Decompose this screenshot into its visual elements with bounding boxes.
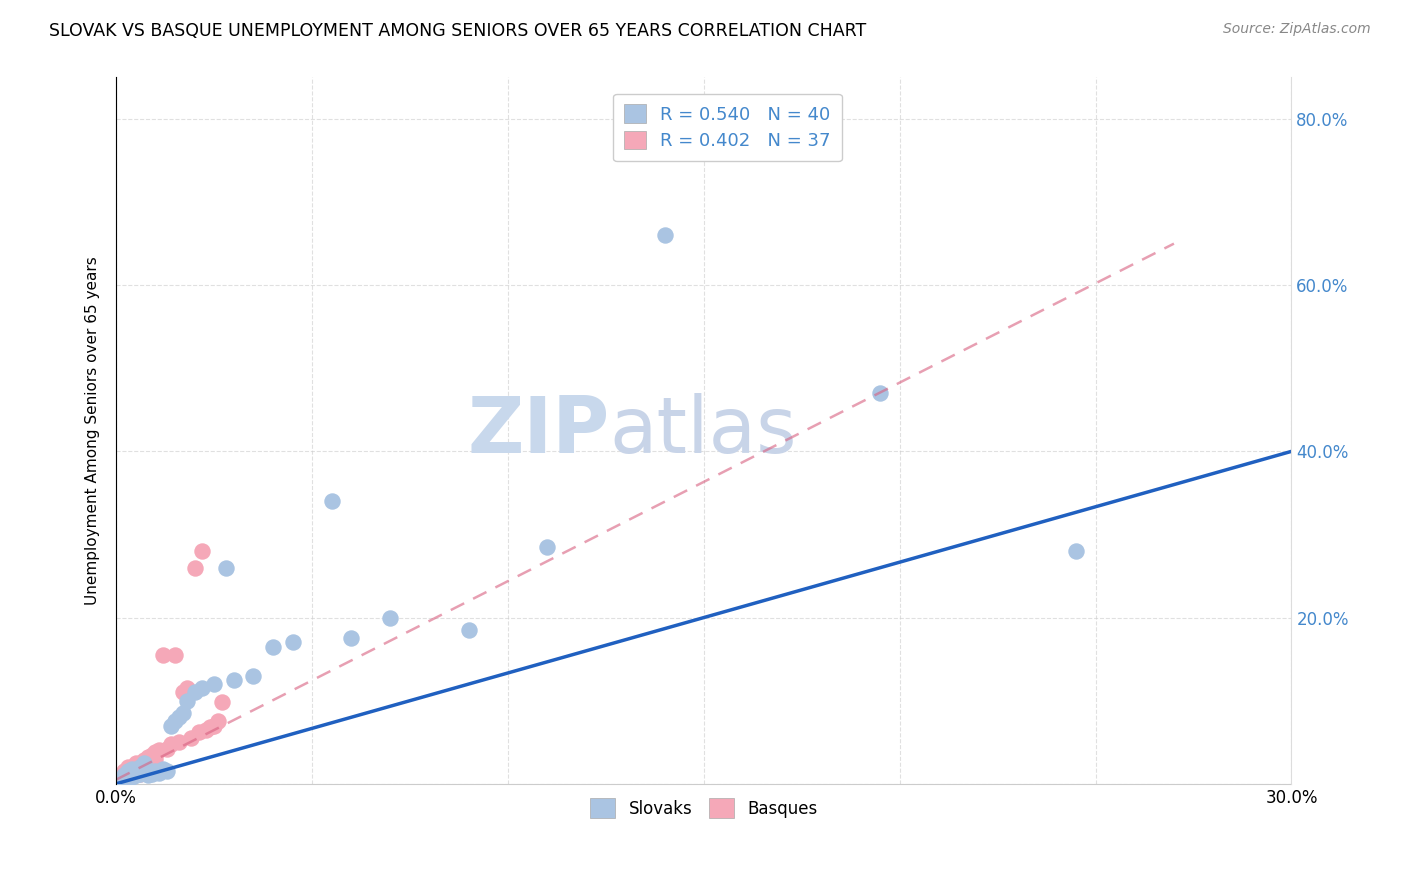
Point	[183, 685, 205, 699]
Point	[108, 772, 131, 787]
Point	[145, 752, 167, 766]
Point	[163, 648, 186, 662]
Point	[132, 754, 155, 768]
Point	[340, 632, 363, 646]
Point	[128, 766, 150, 780]
Point	[183, 560, 205, 574]
Point	[128, 766, 150, 780]
Text: atlas: atlas	[610, 392, 797, 468]
Point	[141, 766, 163, 780]
Point	[117, 766, 139, 780]
Point	[1064, 544, 1087, 558]
Point	[167, 710, 190, 724]
Point	[136, 750, 159, 764]
Point	[191, 681, 214, 695]
Point	[536, 540, 558, 554]
Point	[121, 770, 143, 784]
Point	[215, 560, 238, 574]
Point	[176, 681, 198, 695]
Point	[211, 695, 233, 709]
Point	[108, 768, 131, 782]
Point	[160, 737, 183, 751]
Point	[869, 386, 891, 401]
Point	[117, 760, 139, 774]
Point	[156, 764, 179, 779]
Point	[125, 768, 148, 782]
Point	[167, 735, 190, 749]
Point	[112, 764, 135, 779]
Point	[195, 723, 218, 737]
Point	[112, 768, 135, 782]
Point	[125, 764, 148, 779]
Point	[112, 770, 135, 784]
Point	[202, 677, 225, 691]
Point	[207, 714, 229, 729]
Point	[148, 743, 170, 757]
Point	[281, 635, 304, 649]
Y-axis label: Unemployment Among Seniors over 65 years: Unemployment Among Seniors over 65 years	[86, 256, 100, 605]
Text: ZIP: ZIP	[468, 392, 610, 468]
Point	[160, 718, 183, 732]
Point	[202, 718, 225, 732]
Point	[172, 685, 194, 699]
Point	[148, 766, 170, 780]
Point	[180, 731, 202, 745]
Point	[262, 640, 284, 654]
Point	[321, 494, 343, 508]
Legend: Slovaks, Basques: Slovaks, Basques	[583, 791, 824, 825]
Point	[136, 752, 159, 766]
Point	[172, 706, 194, 720]
Point	[156, 742, 179, 756]
Point	[145, 764, 167, 779]
Point	[200, 720, 222, 734]
Point	[187, 725, 209, 739]
Point	[136, 768, 159, 782]
Point	[128, 760, 150, 774]
Point	[125, 756, 148, 770]
Point	[380, 610, 402, 624]
Point	[191, 544, 214, 558]
Point	[141, 747, 163, 762]
Point	[112, 770, 135, 784]
Point	[125, 764, 148, 779]
Point	[132, 764, 155, 779]
Point	[654, 228, 676, 243]
Point	[457, 623, 479, 637]
Text: Source: ZipAtlas.com: Source: ZipAtlas.com	[1223, 22, 1371, 37]
Point	[108, 772, 131, 787]
Point	[141, 754, 163, 768]
Point	[163, 714, 186, 729]
Point	[128, 758, 150, 772]
Text: SLOVAK VS BASQUE UNEMPLOYMENT AMONG SENIORS OVER 65 YEARS CORRELATION CHART: SLOVAK VS BASQUE UNEMPLOYMENT AMONG SENI…	[49, 22, 866, 40]
Point	[121, 768, 143, 782]
Point	[176, 693, 198, 707]
Point	[145, 745, 167, 759]
Point	[117, 766, 139, 780]
Point	[152, 762, 174, 776]
Point	[132, 756, 155, 770]
Point	[152, 648, 174, 662]
Point	[242, 669, 264, 683]
Point	[121, 762, 143, 776]
Point	[117, 764, 139, 779]
Point	[222, 673, 245, 687]
Point	[121, 762, 143, 776]
Point	[132, 762, 155, 776]
